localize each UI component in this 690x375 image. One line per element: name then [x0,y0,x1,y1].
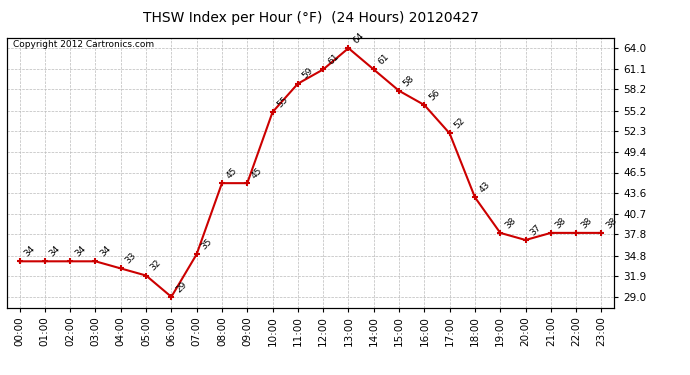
Text: 43: 43 [477,180,492,195]
Text: 45: 45 [225,166,239,180]
Text: 45: 45 [250,166,264,180]
Text: 38: 38 [579,216,593,230]
Text: 61: 61 [377,52,391,67]
Text: 52: 52 [453,116,467,130]
Text: Copyright 2012 Cartronics.com: Copyright 2012 Cartronics.com [13,40,154,49]
Text: 38: 38 [604,216,619,230]
Text: THSW Index per Hour (°F)  (24 Hours) 20120427: THSW Index per Hour (°F) (24 Hours) 2012… [143,11,478,25]
Text: 58: 58 [402,74,416,88]
Text: 34: 34 [98,244,112,258]
Text: 38: 38 [553,216,568,230]
Text: 35: 35 [199,237,214,251]
Text: 64: 64 [351,31,366,45]
Text: 34: 34 [48,244,62,258]
Text: 38: 38 [503,216,518,230]
Text: 59: 59 [301,66,315,81]
Text: 55: 55 [275,95,290,110]
Text: 33: 33 [124,251,138,266]
Text: 34: 34 [22,244,37,258]
Text: 29: 29 [174,280,188,294]
Text: 61: 61 [326,52,340,67]
Text: 32: 32 [149,258,164,273]
Text: 37: 37 [529,223,543,237]
Text: 56: 56 [427,88,442,102]
Text: 34: 34 [73,244,88,258]
